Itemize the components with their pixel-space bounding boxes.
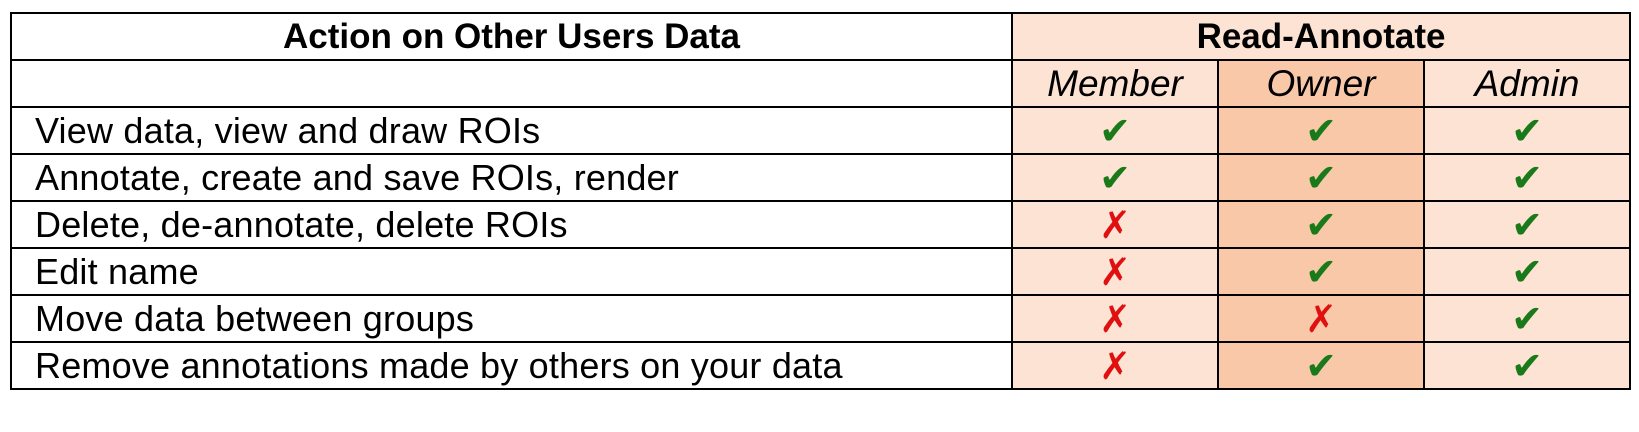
owner-permission-mark: ✔	[1217, 341, 1425, 390]
table-row: Edit name ✗ ✔ ✔	[10, 247, 1632, 296]
action-label: Delete, de-annotate, delete ROIs	[10, 200, 1013, 249]
table-row: Delete, de-annotate, delete ROIs ✗ ✔ ✔	[10, 200, 1632, 249]
permissions-table-wrapper: Action on Other Users Data Read-Annotate…	[10, 12, 1632, 390]
group-type-header: Read-Annotate	[1010, 12, 1632, 61]
permissions-table: Action on Other Users Data Read-Annotate…	[10, 12, 1632, 390]
admin-permission-mark: ✔	[1422, 106, 1632, 155]
admin-permission-mark: ✔	[1422, 200, 1632, 249]
owner-permission-mark: ✔	[1217, 247, 1425, 296]
action-label: Edit name	[10, 247, 1013, 296]
table-row: Move data between groups ✗ ✗ ✔	[10, 294, 1632, 343]
owner-permission-mark: ✗	[1217, 294, 1425, 343]
action-label: Move data between groups	[10, 294, 1013, 343]
admin-permission-mark: ✔	[1422, 153, 1632, 202]
member-permission-mark: ✗	[1011, 341, 1219, 390]
action-label: Annotate, create and save ROIs, render	[10, 153, 1013, 202]
table-row: View data, view and draw ROIs ✔ ✔ ✔	[10, 106, 1632, 155]
empty-header-cell	[10, 59, 1013, 108]
member-permission-mark: ✗	[1011, 247, 1219, 296]
role-header-member: Member	[1011, 59, 1219, 108]
role-header-row: Member Owner Admin	[10, 59, 1632, 108]
member-permission-mark: ✔	[1011, 153, 1219, 202]
role-header-admin: Admin	[1422, 59, 1632, 108]
admin-permission-mark: ✔	[1422, 294, 1632, 343]
admin-permission-mark: ✔	[1422, 247, 1632, 296]
member-permission-mark: ✔	[1011, 106, 1219, 155]
owner-permission-mark: ✔	[1217, 153, 1425, 202]
table-row: Remove annotations made by others on you…	[10, 341, 1632, 390]
action-label: View data, view and draw ROIs	[10, 106, 1013, 155]
action-label: Remove annotations made by others on you…	[10, 341, 1013, 390]
member-permission-mark: ✗	[1011, 294, 1219, 343]
role-header-owner: Owner	[1217, 59, 1425, 108]
owner-permission-mark: ✔	[1217, 106, 1425, 155]
owner-permission-mark: ✔	[1217, 200, 1425, 249]
table-row: Annotate, create and save ROIs, render ✔…	[10, 153, 1632, 202]
action-column-header: Action on Other Users Data	[10, 12, 1013, 61]
admin-permission-mark: ✔	[1422, 341, 1632, 390]
header-row: Action on Other Users Data Read-Annotate	[10, 12, 1632, 61]
member-permission-mark: ✗	[1011, 200, 1219, 249]
